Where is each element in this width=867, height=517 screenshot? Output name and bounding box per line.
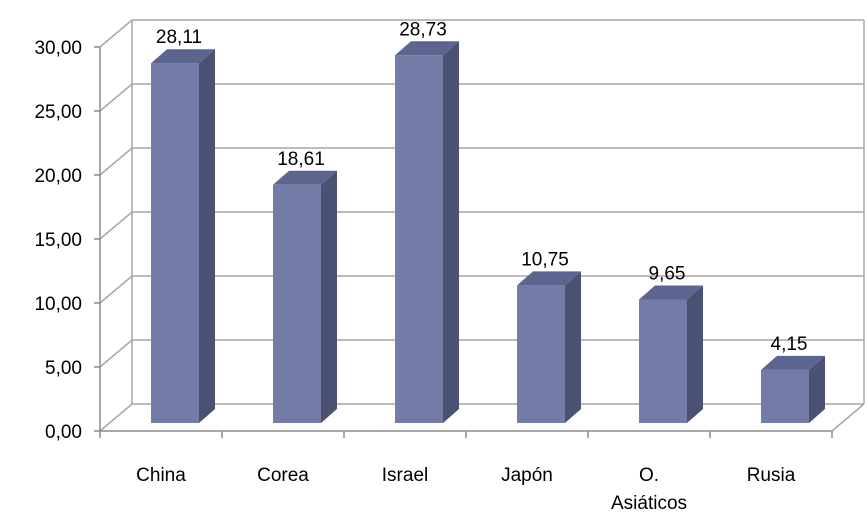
- x-category-label-line: Japón: [501, 465, 553, 486]
- bar-side: [687, 285, 703, 423]
- data-label: 9,65: [649, 263, 686, 284]
- gridline-wall: [99, 275, 133, 304]
- x-category-label: China: [136, 465, 186, 486]
- x-category-label-line: Rusia: [747, 465, 796, 486]
- bar-side: [809, 355, 825, 423]
- bar-side: [321, 170, 337, 423]
- x-category-label-line: Corea: [257, 465, 309, 486]
- data-label: 4,15: [771, 334, 808, 355]
- bar-layer: [151, 41, 825, 423]
- bar-side: [199, 49, 215, 423]
- gridline-wall: [99, 339, 133, 368]
- bar-front: [761, 369, 809, 423]
- label-layer: 0,00 5,00 10,00 15,00 20,00 25,00 30,00 28,11 Ch…: [34, 19, 807, 514]
- gridline-wall: [99, 147, 133, 176]
- bar-front: [151, 63, 199, 423]
- bar-front: [639, 299, 687, 423]
- x-category-label-line: Asiáticos: [611, 493, 687, 514]
- x-category-label: Rusia: [747, 465, 796, 486]
- y-tick-label: 20,00: [34, 166, 82, 187]
- data-label: 18,61: [277, 149, 325, 170]
- x-category-label: Corea: [257, 465, 309, 486]
- bar-top: [151, 49, 215, 64]
- bar-top: [639, 285, 703, 300]
- grid-layer: [99, 19, 865, 432]
- gridline-wall: [99, 19, 133, 48]
- y-tick-label: 30,00: [34, 38, 82, 59]
- gridline-wall: [99, 211, 133, 240]
- bar-top: [761, 355, 825, 370]
- bar-top: [395, 41, 459, 56]
- bar-side: [565, 271, 581, 423]
- x-category-label: O. Asiáticos: [611, 465, 687, 514]
- y-tick-label: 15,00: [34, 230, 82, 251]
- y-tick-label: 0,00: [45, 422, 82, 443]
- bar-top: [517, 271, 581, 286]
- data-label: 28,73: [399, 19, 447, 40]
- x-category-label-line: O.: [639, 465, 659, 486]
- x-category-label-line: China: [136, 465, 186, 486]
- bar-front: [395, 55, 443, 423]
- data-label: 10,75: [521, 249, 569, 270]
- bar-front: [517, 285, 565, 423]
- y-tick-label: 5,00: [45, 358, 82, 379]
- gridline-wall: [99, 403, 133, 432]
- x-category-label: Japón: [501, 465, 553, 486]
- bar-top: [273, 170, 337, 185]
- floor-right-edge: [831, 403, 865, 432]
- axis-layer: [94, 46, 833, 438]
- bar-side: [443, 41, 459, 423]
- data-label: 28,11: [156, 27, 202, 48]
- x-category-label-line: Israel: [382, 465, 428, 486]
- y-tick-label: 10,00: [34, 294, 82, 315]
- gridline-wall: [99, 83, 133, 112]
- x-category-label: Israel: [382, 465, 428, 486]
- bar-front: [273, 184, 321, 423]
- y-tick-label: 25,00: [34, 102, 82, 123]
